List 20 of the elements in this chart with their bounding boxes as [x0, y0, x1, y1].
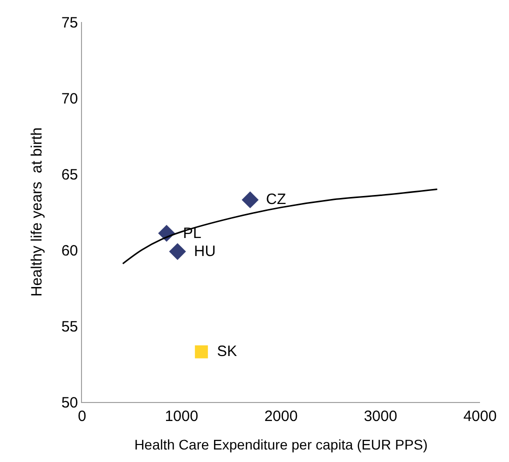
- y-tick-label: 55: [61, 318, 78, 336]
- y-tick-label: 65: [61, 166, 78, 184]
- point: [169, 243, 186, 260]
- y-axis-title: Healthy life years at birth: [28, 127, 46, 297]
- x-tick-label: 2000: [264, 408, 298, 425]
- annotation: HU: [194, 243, 216, 260]
- y-tick-label: 75: [61, 14, 78, 32]
- x-tick-label: 4000: [463, 408, 497, 425]
- annotation: CZ: [266, 191, 286, 208]
- y-tick-label: 50: [61, 394, 78, 412]
- x-tick-label: 3000: [364, 408, 398, 425]
- x-tick-label: 1000: [164, 408, 198, 425]
- point: [242, 191, 259, 208]
- x-axis-title: Health Care Expenditure per capita (EUR PPS): [134, 436, 428, 452]
- x-tick-label: 0: [78, 408, 86, 425]
- y-tick-label: 60: [61, 242, 78, 260]
- point: [194, 345, 208, 358]
- annotation: SK: [217, 343, 238, 360]
- y-tick-label: 70: [61, 90, 78, 108]
- line-series: [122, 188, 438, 264]
